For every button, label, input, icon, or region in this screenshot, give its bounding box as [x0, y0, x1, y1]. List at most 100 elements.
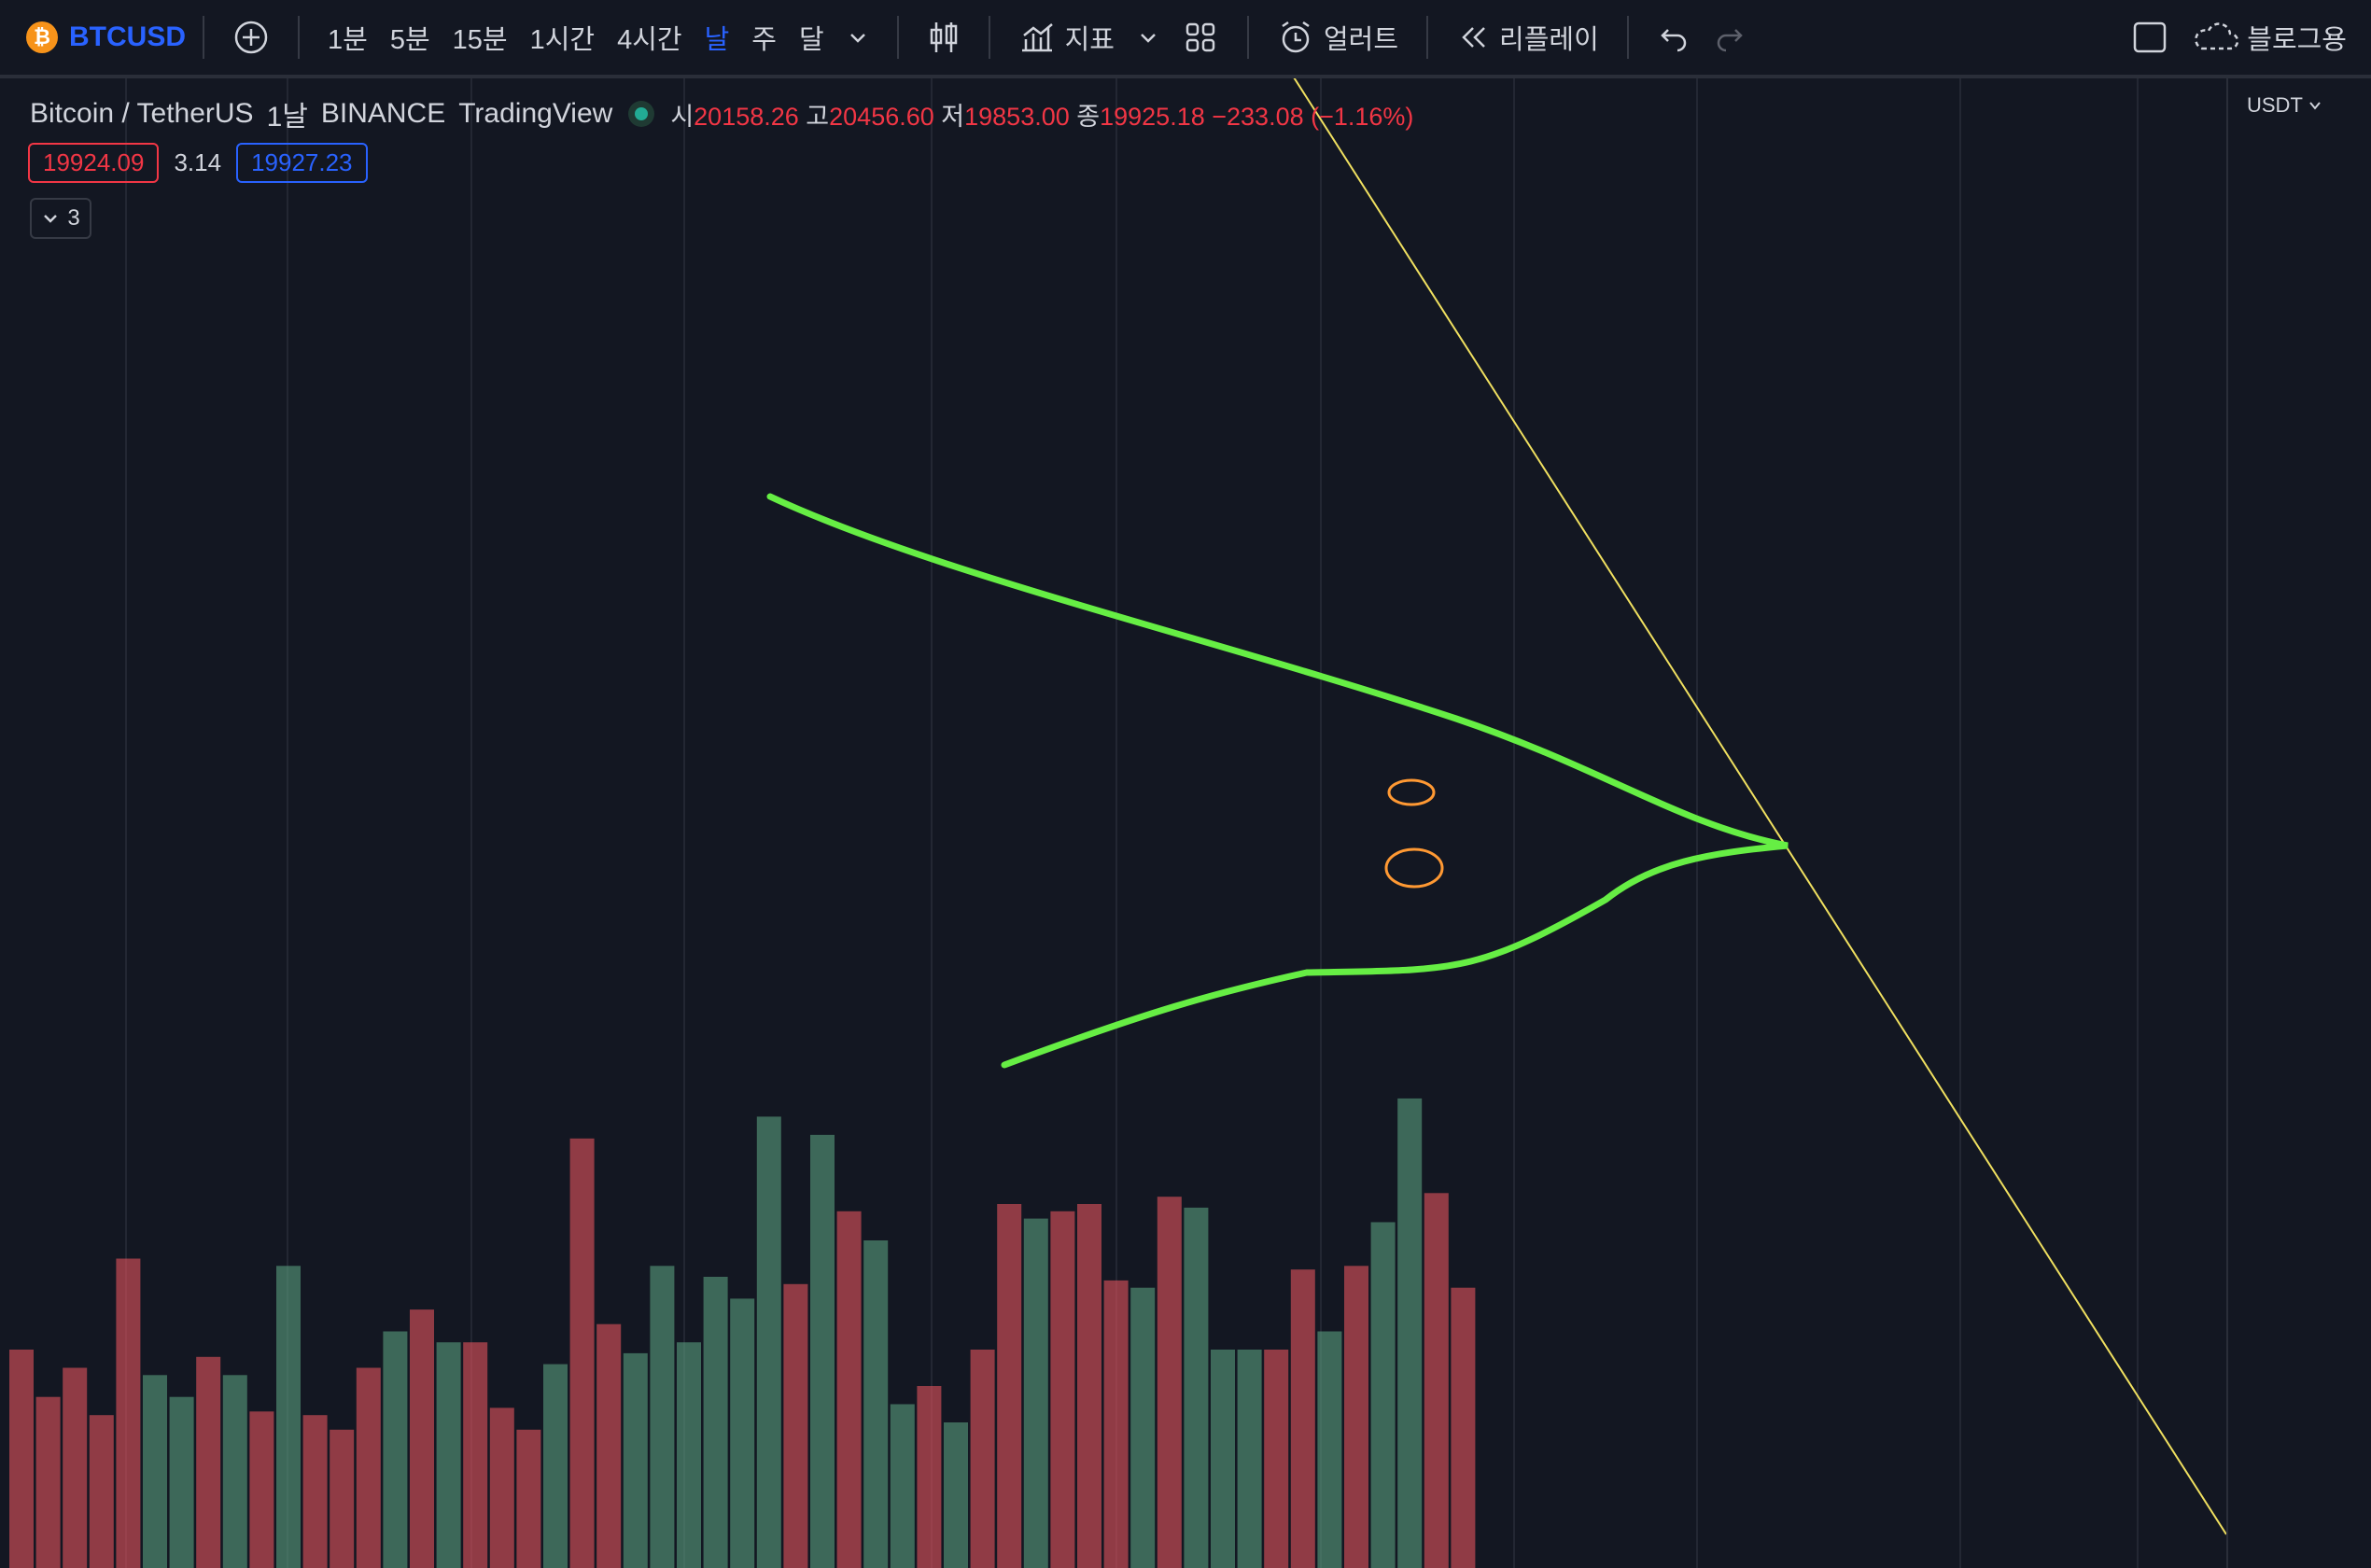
volume-bar: [1211, 1350, 1235, 1568]
volume-bar: [1451, 1287, 1476, 1568]
ohlc-values: 시20158.26 고20456.60 저19853.00 종19925.18 …: [670, 96, 1413, 133]
indicator-collapse-button[interactable]: 3: [30, 198, 91, 239]
divider: [298, 16, 300, 59]
volume-bar: [863, 1240, 889, 1568]
indicators-dropdown[interactable]: [1126, 26, 1171, 49]
market-status-icon[interactable]: [625, 98, 657, 130]
chevron-down-icon: [1141, 34, 1156, 43]
redo-button[interactable]: [1702, 21, 1758, 54]
divider: [896, 16, 899, 59]
volume-bar: [890, 1404, 915, 1568]
volume-bar: [623, 1352, 648, 1568]
interval-1d[interactable]: 날: [704, 25, 730, 55]
volume-bar: [810, 1134, 835, 1568]
volume-bar: [1344, 1266, 1368, 1568]
volume-bar: [1184, 1207, 1209, 1568]
volume-bar: [1077, 1204, 1101, 1568]
interval-1mo[interactable]: 달: [798, 25, 824, 55]
volume-bar: [677, 1342, 701, 1568]
interval-dropdown[interactable]: [835, 26, 880, 49]
symbol-search-button[interactable]: BTCUSD: [69, 21, 186, 52]
highlight-marker: [1387, 778, 1436, 806]
layout-grid-icon: [1186, 22, 1215, 52]
compare-symbol-button[interactable]: [221, 19, 281, 56]
volume-bar: [1397, 1098, 1423, 1568]
undo-button[interactable]: [1646, 21, 1702, 54]
buy-price-button[interactable]: 19927.23: [236, 143, 368, 183]
indicators-button[interactable]: 지표: [1007, 18, 1126, 57]
volume-bar: [330, 1429, 355, 1568]
publish-label: 블로그용: [2247, 25, 2347, 55]
volume-bar: [516, 1429, 541, 1568]
interval-1h[interactable]: 1시간: [529, 25, 596, 55]
volume-bar: [596, 1323, 622, 1568]
volume-bar: [783, 1283, 808, 1568]
replay-button[interactable]: 리플레이: [1445, 18, 1610, 57]
pair-name[interactable]: Bitcoin / TetherUS: [30, 98, 254, 129]
volume-bar: [1317, 1331, 1342, 1568]
square-icon: [2134, 21, 2167, 53]
price-axis[interactable]: USDT 25500.0025000.0024500.0024000.00235…: [2226, 78, 2371, 1568]
sell-price-button[interactable]: 19924.09: [28, 143, 160, 183]
redo-icon: [1717, 29, 1743, 52]
interval-1w[interactable]: 주: [751, 25, 777, 55]
rewind-icon: [1462, 27, 1485, 48]
volume-bar: [944, 1422, 968, 1568]
chart-type-button[interactable]: [916, 19, 972, 56]
volume-bar: [302, 1415, 328, 1568]
volume-bar: [116, 1258, 141, 1568]
volume-bar: [836, 1211, 862, 1568]
divider: [1247, 16, 1249, 59]
volume-bar: [169, 1396, 194, 1568]
volume-bar: [89, 1415, 114, 1568]
publish-button[interactable]: 블로그용: [2180, 18, 2358, 57]
fullscreen-button[interactable]: [2120, 19, 2180, 56]
price-chart[interactable]: [0, 78, 2226, 1568]
volume-bar: [356, 1367, 381, 1568]
interval-1m[interactable]: 1분: [328, 25, 368, 55]
triangle-pattern-drawing: [766, 493, 1789, 1069]
low-value: 19853.00: [964, 102, 1070, 131]
volume-bar: [196, 1356, 221, 1568]
chart-legend: Bitcoin / TetherUS 1날 BINANCE TradingVie…: [30, 93, 1413, 134]
currency-label: USDT: [2247, 93, 2303, 117]
divider: [1626, 16, 1629, 59]
volume-bar: [756, 1116, 781, 1568]
interval-5m[interactable]: 5분: [389, 25, 430, 55]
chevron-down-icon: [849, 34, 865, 43]
low-label: 저: [941, 102, 965, 131]
alert-button[interactable]: 얼러트: [1266, 18, 1410, 57]
volume-bar: [997, 1204, 1022, 1568]
divider: [1426, 16, 1429, 59]
chevron-down-icon: [2308, 102, 2321, 110]
trendline-steep: [1293, 78, 2226, 1535]
replay-label: 리플레이: [1499, 25, 1599, 55]
volume-bar: [35, 1396, 61, 1568]
currency-selector[interactable]: USDT: [2247, 93, 2322, 118]
volume-bar: [63, 1367, 88, 1568]
volume-bar: [970, 1350, 995, 1568]
volume-bar: [276, 1266, 301, 1568]
indicator-count: 3: [67, 205, 80, 231]
templates-button[interactable]: [1171, 19, 1230, 56]
volume-bar: [463, 1342, 488, 1568]
volume-bar: [1264, 1350, 1289, 1568]
high-value: 20456.60: [829, 102, 934, 131]
change-value: −233.08 (−1.16%): [1212, 102, 1414, 131]
close-value: 19925.18: [1100, 102, 1205, 131]
volume-bar: [1424, 1193, 1449, 1568]
interval-4h[interactable]: 4시간: [617, 25, 682, 55]
volume-bar: [730, 1298, 755, 1568]
interval-15m[interactable]: 15분: [452, 25, 508, 55]
volume-bar: [1050, 1211, 1075, 1568]
volume-bar: [1370, 1222, 1396, 1568]
top-toolbar: ₿ BTCUSD 1분 5분 15분 1시간 4시간 날 주 달 지표 얼러트 …: [0, 0, 2371, 78]
indicators-label: 지표: [1064, 25, 1115, 55]
volume-bar: [1130, 1287, 1156, 1568]
volume-bar: [1103, 1280, 1129, 1568]
alert-label: 얼러트: [1324, 25, 1399, 55]
indicators-icon: [1021, 23, 1053, 52]
close-label: 종: [1076, 102, 1101, 131]
divider: [203, 16, 204, 59]
volume-bar: [650, 1266, 675, 1568]
